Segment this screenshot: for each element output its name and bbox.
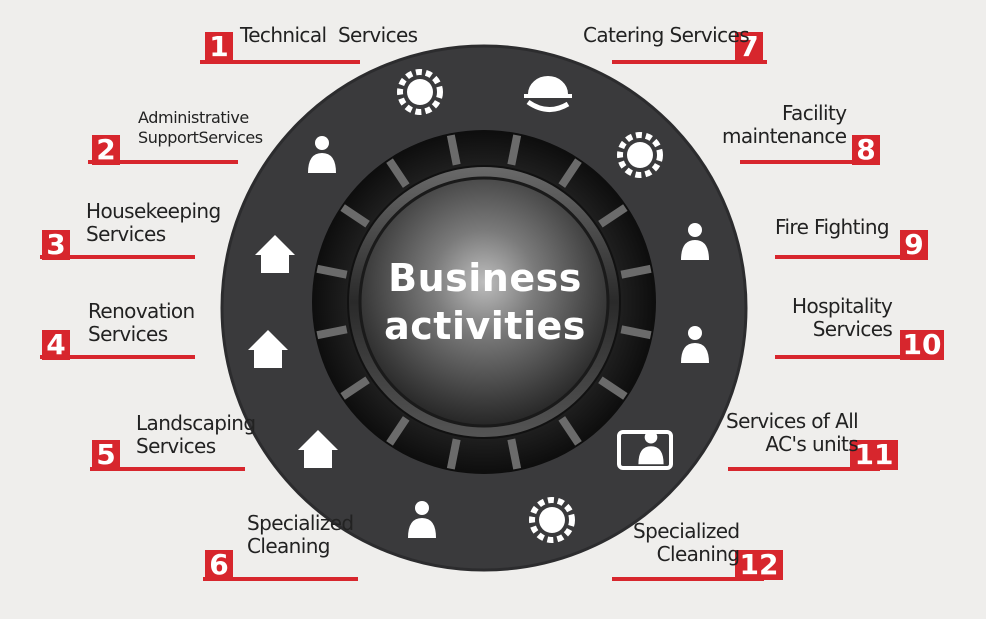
admin-person-icon [308,136,336,173]
service-number-badge: 5 [92,440,120,470]
serving-cloche-icon [524,76,572,112]
ring-segment-tick [340,376,370,400]
service-underline [40,255,195,259]
service-underline [612,577,764,581]
service-label: Technical Services [240,23,418,47]
service-underline [88,160,238,164]
ring-segment-tick [340,204,370,228]
service-underline [740,160,880,164]
service-number-badge: 1 [205,32,233,62]
ring-segment-tick [386,416,410,446]
service-underline [90,467,245,471]
service-label: Renovation Services [88,299,195,346]
service-number-badge: 11 [850,440,898,470]
renovation-house-icon [248,330,288,368]
ring-segment-tick [446,134,461,166]
firefighter-hose-icon [681,223,709,260]
ring-segments [316,134,652,470]
center-title-line-2: activities [384,304,586,348]
service-number-badge: 10 [900,330,944,360]
maintenance-worker-gear-icon [617,132,663,178]
gear-wrench-icon [397,69,443,115]
service-label: Fire Fighting [775,215,890,239]
service-underline [728,467,880,471]
cleaning-worker-icon [408,501,436,538]
service-number-badge: 6 [205,550,233,580]
worker-gear-icon [529,497,575,543]
service-label: Catering Services [583,23,750,47]
service-label: Administrative SupportServices [138,108,263,147]
ring-segment-tick [598,376,628,400]
ring-segment-tick [558,416,582,446]
service-number-badge: 7 [735,32,763,62]
service-icons [248,69,709,543]
service-number-badge: 12 [735,550,783,580]
service-number-badge: 4 [42,330,70,360]
ring-segment-tick [507,438,522,470]
service-number-badge: 8 [852,135,880,165]
ring-segment-tick [620,325,652,340]
service-underline [200,60,360,64]
center-button [358,176,610,428]
ring-segment-tick [598,204,628,228]
service-underline [612,60,767,64]
ac-technician-icon [617,430,673,470]
ring-segment-tick [386,158,410,188]
outer-ring-edge [220,44,748,572]
service-underline [775,255,927,259]
ring-segment-tick [316,264,348,279]
service-label: Facility maintenance [722,101,847,148]
service-underline [203,577,358,581]
service-label: Specialized Cleaning [247,511,354,558]
plant-house-icon [298,430,338,468]
service-number-badge: 9 [900,230,928,260]
service-label: Landscaping Services [136,411,256,458]
center-title-line-1: Business [388,256,582,300]
service-label: Services of All AC's units [726,409,859,456]
service-number-badge: 3 [42,230,70,260]
service-underline [775,355,927,359]
service-number-badge: 2 [92,135,120,165]
ring-segment-tick [620,264,652,279]
service-label: Specialized Cleaning [633,519,740,566]
bellboy-luggage-icon [681,326,709,363]
ring-segment-tick [507,134,522,166]
ring-segment-tick [446,438,461,470]
service-label: Housekeeping Services [86,199,221,246]
service-label: Hospitality Services [792,294,893,341]
ring-segment-tick [316,325,348,340]
service-underline [40,355,195,359]
ring-segment-tick [558,158,582,188]
house-tools-icon [255,235,295,273]
